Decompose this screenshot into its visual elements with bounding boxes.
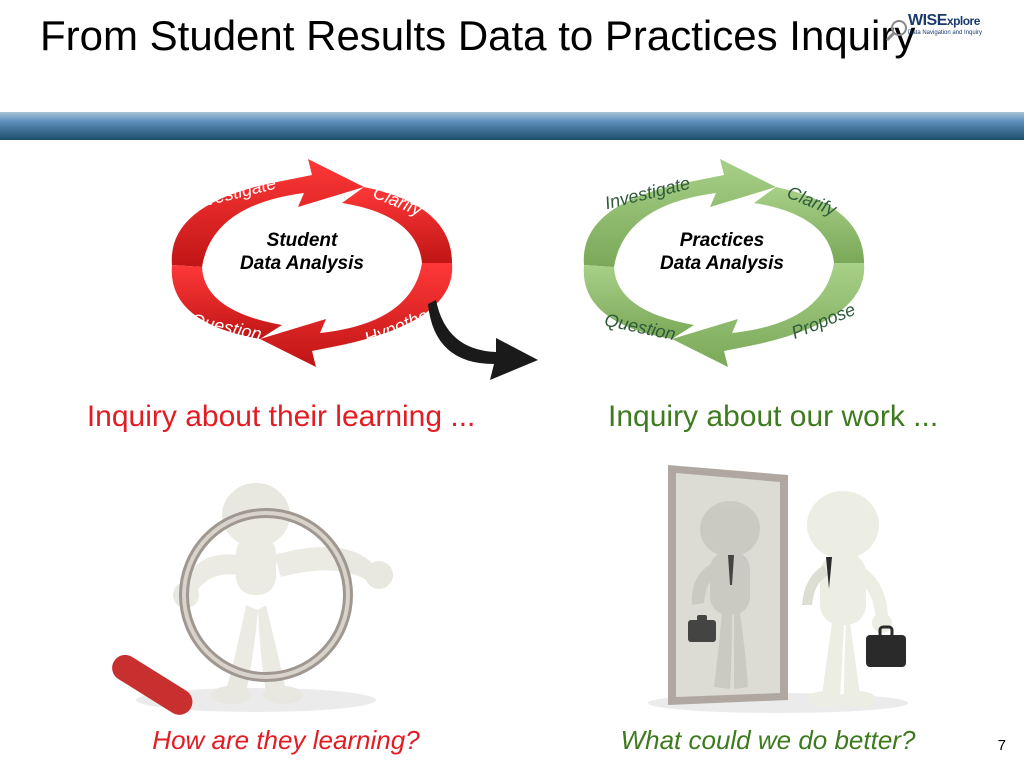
magnifier-icon bbox=[884, 18, 910, 44]
page-number: 7 bbox=[998, 737, 1006, 754]
caption-left: Inquiry about their learning ... bbox=[0, 400, 522, 434]
logo-main: WISE bbox=[908, 12, 947, 29]
questions-row: How are they learning? What could we do … bbox=[0, 725, 1024, 756]
connector-arrow-icon bbox=[426, 290, 546, 380]
graphic-magnifier-figure bbox=[0, 455, 512, 715]
cycle-left-center: Student Data Analysis bbox=[112, 230, 492, 276]
logo-text: WISExplore bbox=[908, 12, 980, 30]
question-right: What could we do better? bbox=[512, 725, 1024, 756]
captions-row: Inquiry about their learning ... Inquiry… bbox=[0, 400, 1024, 434]
logo-sub: xplore bbox=[947, 14, 980, 28]
logo: WISExplore Data Navigation and Inquiry bbox=[884, 10, 1004, 50]
header-divider bbox=[0, 112, 1024, 140]
cycle-right-center: Practices Data Analysis bbox=[532, 230, 912, 276]
graphics-row bbox=[0, 455, 1024, 715]
question-left: How are they learning? bbox=[0, 725, 512, 756]
caption-right: Inquiry about our work ... bbox=[522, 400, 1024, 434]
logo-tagline: Data Navigation and Inquiry bbox=[908, 30, 982, 36]
cycle-right: Practices Data Analysis Investigate Clar… bbox=[532, 155, 912, 375]
page-title: From Student Results Data to Practices I… bbox=[40, 12, 984, 60]
graphic-mirror-figure bbox=[512, 455, 1024, 715]
